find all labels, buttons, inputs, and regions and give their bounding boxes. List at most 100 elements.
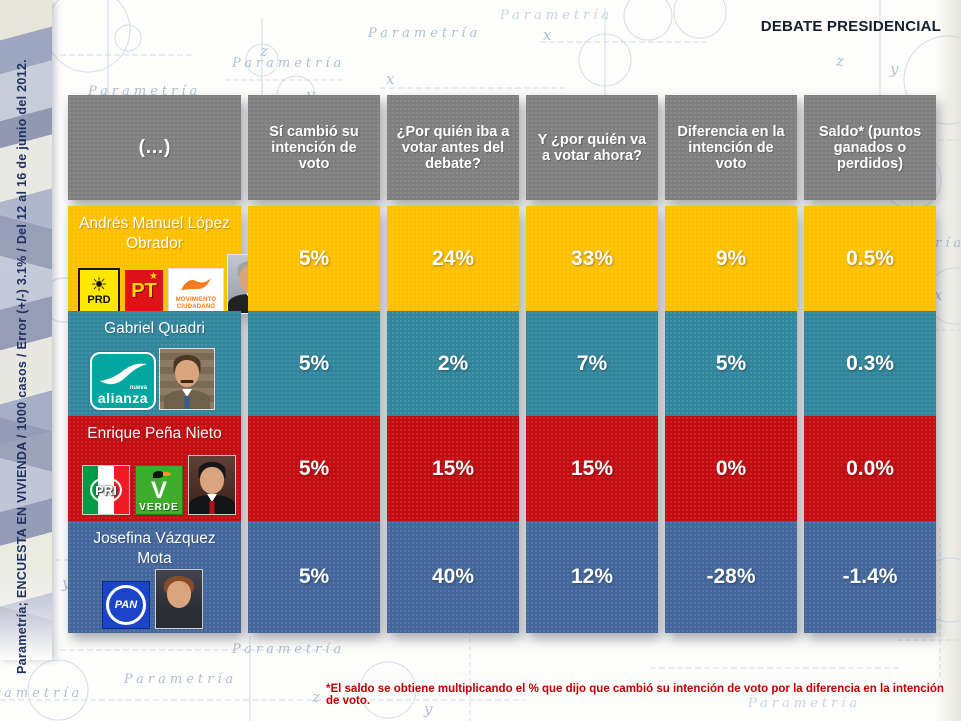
value: 0% — [715, 456, 747, 480]
pan-label: PAN — [114, 599, 138, 612]
slide-title: DEBATE PRESIDENCIAL — [760, 18, 941, 35]
watermark-parametria: Parametría — [748, 696, 862, 711]
table-row-jvm: Josefina Vázquez Mota PAN 5% 40% — [68, 521, 943, 633]
party-logos: ☀ PRD ★ PT MOVIMIENTO CIUDADANO — [78, 254, 275, 315]
value: 0.3% — [846, 351, 894, 375]
candidate-cell: Andrés Manuel López Obrador ☀ PRD ★ PT — [68, 206, 275, 315]
value: 0.5% — [846, 246, 894, 270]
axis-letter: x — [386, 70, 395, 88]
candidate-photo-quadri — [159, 348, 215, 410]
watermark-parametria: Parametría — [232, 56, 346, 71]
table-header-row: (…) Sí cambió su intención de voto ¿Por … — [68, 95, 943, 200]
axis-letter: x — [543, 26, 552, 44]
candidate-photo-jvm — [155, 569, 203, 630]
table-row-epn: Enrique Peña Nieto PRI V VERDE — [68, 416, 943, 521]
axis-letter: z — [836, 52, 844, 70]
value-cell: 0.5% — [804, 206, 936, 311]
column-header: Sí cambió su intención de voto — [248, 95, 380, 200]
value-cell: 7% — [526, 311, 658, 416]
table-row-amlo: Andrés Manuel López Obrador ☀ PRD ★ PT — [68, 206, 943, 315]
column-header-label: Diferencia en la intención de voto — [677, 123, 785, 172]
toucan-icon — [153, 471, 164, 478]
eagle-icon — [181, 277, 211, 290]
value: 5% — [298, 565, 330, 588]
value-cell: 2% — [387, 311, 519, 416]
candidate-cell: Gabriel Quadri nueva alianza — [68, 311, 241, 416]
watermark-parametria: Parametría — [124, 672, 238, 687]
mc-label: CIUDADANO — [176, 304, 216, 311]
value-cell: 15% — [387, 416, 519, 521]
value: 5% — [298, 456, 330, 480]
value: 12% — [570, 565, 614, 588]
table-row-quadri: Gabriel Quadri nueva alianza — [68, 311, 943, 416]
value: -28% — [706, 565, 756, 588]
value: 33% — [570, 246, 614, 270]
candidate-name: Josefina Vázquez Mota — [93, 530, 216, 568]
pt-party-logo: ★ PT — [123, 268, 165, 315]
toucan-beak-icon — [163, 472, 171, 476]
value-cell: 24% — [387, 206, 519, 311]
column-header: Y ¿por quién va a votar ahora? — [526, 95, 658, 200]
party-logos: PAN — [102, 569, 235, 630]
axis-letter: z — [312, 688, 320, 706]
value-cell: 9% — [665, 206, 797, 311]
value-cell: 40% — [387, 521, 519, 633]
candidate-name: Enrique Peña Nieto — [87, 425, 222, 442]
prd-party-logo: ☀ PRD — [78, 268, 120, 315]
sun-icon: ☀ — [90, 275, 108, 297]
alianza-label: alianza — [97, 390, 149, 406]
watermark-parametria: Parametría — [0, 686, 84, 701]
pan-party-logo: PAN — [102, 581, 150, 630]
value-cell: 12% — [526, 521, 658, 633]
value-cell: 0.0% — [804, 416, 936, 521]
watermark-parametria: Parametría — [368, 26, 482, 41]
value-cell: -28% — [665, 521, 797, 633]
candidate-name: Gabriel Quadri — [104, 320, 205, 337]
pt-label: PT — [131, 280, 157, 303]
prd-label: PRD — [87, 294, 111, 307]
value-cell: 33% — [526, 206, 658, 311]
candidate-name: Andrés Manuel López Obrador — [79, 215, 230, 253]
pri-party-logo: PRI — [82, 465, 130, 515]
watermark-parametria: Parametría — [232, 642, 346, 657]
value: 15% — [570, 456, 614, 480]
value-cell: 15% — [526, 416, 658, 521]
candidate-cell: Josefina Vázquez Mota PAN — [68, 521, 241, 633]
left-texture-strip — [0, 0, 52, 660]
mc-label: MOVIMIENTO — [175, 296, 217, 303]
column-header-label: Saldo* (puntos ganados o perdidos) — [818, 123, 922, 172]
value: 5% — [298, 351, 330, 375]
verde-v: V — [150, 477, 167, 504]
column-header-label: (…) — [138, 136, 171, 158]
candidate-cell: Enrique Peña Nieto PRI V VERDE — [68, 416, 241, 521]
party-logos: nueva alianza — [90, 348, 235, 410]
value: 9% — [715, 246, 747, 270]
star-icon: ★ — [149, 271, 158, 283]
swoosh-icon — [100, 363, 147, 385]
verde-label: VERDE — [139, 502, 179, 513]
page-edge-band — [935, 0, 961, 721]
column-header: Diferencia en la intención de voto — [665, 95, 797, 200]
value-cell: 0.3% — [804, 311, 936, 416]
nueva-alianza-logo: nueva alianza — [90, 352, 156, 410]
value-cell: 5% — [248, 416, 380, 521]
partido-verde-logo: V VERDE — [135, 465, 183, 515]
results-table: (…) Sí cambió su intención de voto ¿Por … — [68, 95, 943, 633]
column-header: ¿Por quién iba a votar antes del debate? — [387, 95, 519, 200]
column-header: (…) — [68, 95, 241, 200]
column-header-label: Sí cambió su intención de voto — [269, 123, 359, 172]
party-logos: PRI V VERDE — [82, 455, 236, 515]
value: 24% — [431, 246, 475, 270]
axis-letter: y — [890, 60, 899, 78]
value: 2% — [437, 351, 469, 375]
pri-label: PRI — [95, 482, 117, 498]
pan-ring: PAN — [106, 585, 146, 626]
value: 0.0% — [846, 456, 894, 480]
value-cell: 5% — [248, 206, 380, 311]
value-cell: 0% — [665, 416, 797, 521]
footnote: *El saldo se obtiene multiplicando el % … — [326, 683, 944, 707]
column-header-label: ¿Por quién iba a votar antes del debate? — [396, 123, 510, 172]
value: 15% — [431, 456, 475, 480]
axis-letter: z — [260, 42, 268, 60]
